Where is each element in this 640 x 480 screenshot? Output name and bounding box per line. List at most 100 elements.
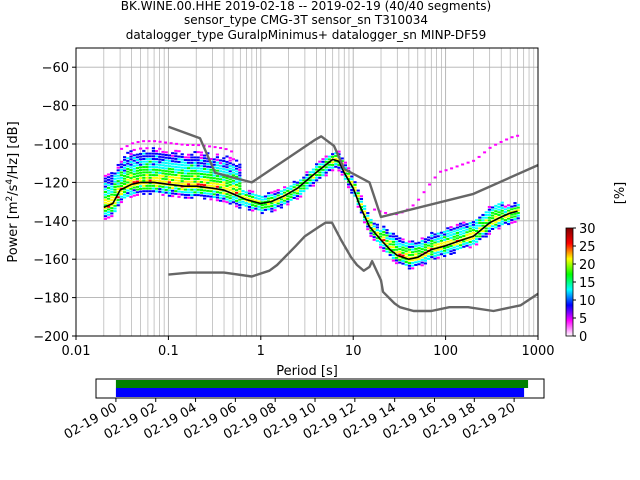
psd-density-cell bbox=[148, 163, 152, 166]
psd-density-cell bbox=[478, 216, 482, 219]
psd-density-cell bbox=[244, 202, 248, 205]
psd-density-cell bbox=[487, 219, 492, 222]
psd-density-cell bbox=[103, 177, 108, 180]
psd-density-cell bbox=[110, 199, 114, 202]
x-tick-label: 1000 bbox=[521, 344, 554, 359]
psd-density-cell bbox=[373, 208, 377, 211]
psd-density-cell bbox=[247, 189, 252, 192]
psd-density-cell bbox=[315, 163, 319, 166]
psd-density-cell bbox=[196, 161, 200, 164]
psd-density-cell bbox=[430, 245, 434, 248]
psd-density-cell bbox=[247, 200, 252, 203]
psd-density-cell bbox=[231, 182, 236, 185]
psd-density-cell bbox=[145, 160, 149, 163]
psd-density-cell bbox=[443, 230, 447, 233]
psd-density-cell bbox=[145, 157, 149, 160]
psd-density-cell bbox=[404, 252, 408, 255]
psd-density-cell bbox=[203, 189, 207, 192]
psd-density-cell bbox=[187, 188, 191, 191]
psd-density-cell bbox=[350, 180, 354, 183]
psd-density-cell bbox=[422, 191, 426, 194]
psd-density-cell bbox=[398, 245, 402, 248]
psd-density-cell bbox=[196, 183, 200, 186]
psd-density-cell bbox=[251, 204, 255, 207]
psd-density-cell bbox=[241, 192, 245, 195]
psd-density-cell bbox=[123, 172, 127, 175]
psd-density-cell bbox=[279, 193, 284, 196]
psd-density-cell bbox=[385, 250, 389, 253]
psd-density-cell bbox=[225, 182, 229, 185]
psd-density-cell bbox=[363, 205, 367, 208]
psd-density-cell bbox=[225, 177, 229, 180]
psd-density-cell bbox=[171, 165, 175, 168]
psd-density-cell bbox=[385, 242, 389, 245]
psd-density-cell bbox=[484, 232, 488, 235]
psd-density-cell bbox=[379, 240, 383, 243]
psd-density-cell bbox=[263, 208, 268, 211]
psd-density-cell bbox=[135, 188, 140, 191]
psd-density-cell bbox=[427, 247, 431, 250]
psd-density-cell bbox=[443, 241, 447, 244]
psd-density-cell bbox=[471, 237, 476, 240]
psd-density-cell bbox=[471, 221, 476, 224]
psd-density-cell bbox=[209, 198, 213, 201]
psd-density-cell bbox=[183, 161, 188, 164]
psd-density-cell bbox=[257, 203, 261, 206]
psd-density-cell bbox=[372, 225, 376, 228]
psd-density-cell bbox=[215, 156, 220, 159]
psd-density-cell bbox=[206, 184, 210, 187]
psd-density-cell bbox=[225, 185, 229, 188]
psd-density-cell bbox=[116, 163, 120, 166]
psd-density-cell bbox=[395, 235, 399, 238]
psd-density-cell bbox=[155, 152, 159, 155]
psd-density-cell bbox=[433, 249, 437, 252]
psd-density-cell bbox=[411, 261, 415, 264]
psd-density-cell bbox=[193, 194, 197, 197]
psd-density-cell bbox=[420, 240, 424, 243]
psd-density-cell bbox=[132, 167, 136, 170]
psd-density-cell bbox=[203, 192, 207, 195]
psd-density-cell bbox=[472, 159, 476, 162]
psd-density-cell bbox=[497, 222, 501, 225]
psd-density-cell bbox=[110, 190, 114, 193]
y-tick-label: −180 bbox=[33, 292, 69, 307]
psd-density-cell bbox=[459, 222, 463, 225]
psd-density-cell bbox=[222, 192, 226, 195]
psd-density-cell bbox=[446, 240, 450, 243]
psd-density-cell bbox=[433, 257, 437, 260]
psd-density-cell bbox=[471, 242, 476, 245]
psd-density-cell bbox=[475, 224, 479, 227]
psd-density-cell bbox=[187, 180, 191, 183]
psd-density-cell bbox=[420, 258, 424, 261]
psd-density-cell bbox=[423, 259, 428, 262]
psd-density-cell bbox=[238, 203, 242, 206]
psd-density-cell bbox=[398, 248, 402, 251]
psd-density-cell bbox=[119, 193, 124, 196]
psd-density-cell bbox=[129, 150, 133, 153]
psd-density-cell bbox=[433, 254, 437, 257]
psd-density-cell bbox=[123, 169, 127, 172]
psd-density-cell bbox=[225, 168, 229, 171]
psd-density-cell bbox=[135, 185, 140, 188]
psd-density-cell bbox=[483, 151, 487, 154]
psd-density-cell bbox=[436, 232, 440, 235]
psd-density-cell bbox=[407, 256, 412, 259]
psd-density-cell bbox=[487, 232, 492, 235]
psd-density-cell bbox=[401, 251, 405, 254]
psd-density-cell bbox=[148, 166, 152, 169]
psd-density-cell bbox=[148, 190, 152, 193]
psd-density-cell bbox=[433, 241, 437, 244]
psd-density-cell bbox=[135, 153, 140, 156]
psd-density-cell bbox=[139, 158, 143, 161]
psd-density-cell bbox=[167, 154, 172, 157]
psd-density-cell bbox=[251, 209, 255, 212]
psd-density-cell bbox=[126, 181, 130, 184]
psd-density-cell bbox=[167, 157, 172, 160]
psd-density-cell bbox=[311, 179, 316, 182]
psd-density-cell bbox=[407, 254, 412, 257]
psd-density-cell bbox=[235, 183, 239, 186]
psd-density-cell bbox=[491, 222, 495, 225]
psd-density-cell bbox=[238, 163, 242, 166]
psd-density-cell bbox=[343, 167, 348, 170]
psd-density-cell bbox=[142, 190, 146, 193]
